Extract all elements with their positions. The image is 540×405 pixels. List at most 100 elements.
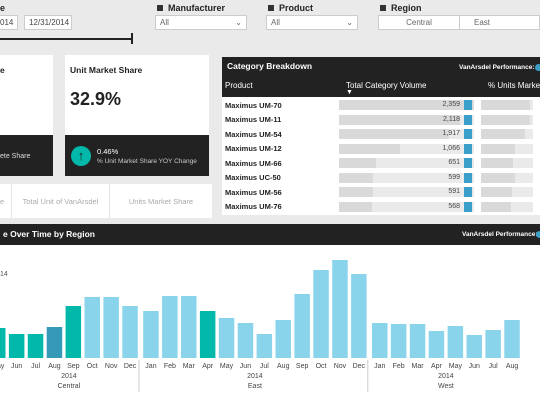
chevron-down-icon: ⌄ — [235, 18, 242, 27]
x-tick-label: Jun — [11, 363, 22, 370]
bar-east-mar — [181, 296, 197, 358]
volume-bar — [339, 129, 449, 140]
x-tick-label: Aug — [277, 363, 290, 370]
yoy-change-label: % Unit Market Share YOY Change — [97, 157, 197, 165]
pct-bar — [481, 100, 531, 111]
x-tick-label: Jul — [260, 363, 269, 370]
performance-dot-icon — [536, 231, 540, 238]
date-end-input[interactable]: 12/31/2014 — [24, 15, 72, 30]
tab-total-unit-vanarsdel[interactable]: Total Unit of VanArsdel — [12, 184, 110, 218]
volume-bar — [339, 100, 474, 111]
column-header-volume[interactable]: Total Category Volume — [346, 81, 427, 90]
x-tick-label: Apr — [431, 363, 443, 370]
x-tick-label: Jul — [489, 363, 498, 370]
table-row[interactable]: Maximus UM-70 2,359 — [222, 98, 540, 113]
category-breakdown-panel: Category Breakdown VanArsdel Performance… — [222, 57, 540, 215]
unit-market-share-value: 32.9% — [70, 89, 122, 109]
performance-marker — [464, 201, 472, 212]
volume-cell: 591 — [339, 187, 474, 198]
bar-west-jan — [372, 323, 388, 358]
volume-cell: 2,118 — [339, 114, 474, 125]
product-square-icon — [268, 5, 274, 11]
x-tick-label: Jun — [469, 363, 480, 370]
volume-bar — [339, 143, 400, 154]
volume-bar — [339, 158, 377, 169]
column-header-product[interactable]: Product — [225, 81, 253, 90]
x-tick-label: Mar — [412, 363, 425, 370]
product-name: Maximus UC-50 — [225, 173, 281, 183]
pct-bar — [481, 201, 512, 212]
table-row[interactable]: Maximus UM-66 651 — [222, 156, 540, 171]
bar-central-aug — [46, 327, 63, 358]
card-partial-title: e — [0, 65, 5, 75]
product-name: Maximus UM-12 — [225, 144, 282, 154]
bar-west-jul — [485, 330, 501, 358]
arrow-up-icon: ↑ — [71, 145, 91, 166]
bar-west-aug — [504, 320, 520, 358]
x-tick-label: Nov — [334, 363, 347, 370]
volume-bar — [339, 114, 461, 125]
bar-central-may — [0, 328, 6, 358]
year-label: 2014 — [247, 373, 263, 380]
sort-desc-icon[interactable]: ▼ — [346, 89, 353, 96]
x-tick-label: Dec — [353, 363, 366, 370]
region-square-icon — [380, 5, 386, 11]
performance-marker — [464, 114, 472, 125]
region-option-central[interactable]: Central — [378, 15, 460, 30]
tab-partial[interactable]: e — [0, 184, 12, 218]
manufacturer-select[interactable]: All ⌄ — [155, 15, 247, 30]
table-row[interactable]: Maximus UC-50 599 — [222, 171, 540, 186]
date-slider-handle[interactable] — [131, 33, 133, 44]
product-select[interactable]: All ⌄ — [266, 15, 358, 30]
performance-marker — [464, 172, 472, 183]
metric-tabs: e Total Unit of VanArsdel Units Market S… — [0, 184, 212, 218]
date-start-input[interactable]: 014 — [0, 15, 18, 30]
pct-cell — [481, 158, 533, 169]
table-row[interactable]: Maximus UM-76 568 — [222, 200, 540, 215]
bar-west-mar — [409, 324, 426, 358]
x-tick-label: Apr — [202, 363, 214, 370]
tab-units-market-share[interactable]: Units Market Share — [128, 196, 194, 206]
bar-west-jun — [466, 335, 482, 358]
pct-bar — [481, 114, 531, 125]
volume-cell: 568 — [339, 201, 474, 212]
x-tick-label: Jan — [145, 363, 156, 370]
volume-value: 2,118 — [443, 115, 460, 123]
chevron-down-icon: ⌄ — [346, 18, 353, 27]
x-tick-label: May — [449, 363, 463, 370]
volume-value: 1,917 — [442, 130, 460, 138]
date-slider-track[interactable] — [0, 38, 132, 40]
bar-central-dec — [122, 306, 138, 358]
category-title: Category Breakdown — [227, 61, 313, 71]
region-slicer: Central East — [378, 15, 540, 30]
region-option-east[interactable]: East — [460, 15, 540, 30]
card-partial: e — [0, 55, 53, 135]
pct-cell — [481, 201, 533, 212]
category-header: Category Breakdown VanArsdel Performance… — [222, 57, 540, 97]
volume-cell: 599 — [339, 172, 474, 183]
unit-market-share-card: Unit Market Share 32.9% — [65, 55, 209, 135]
product-name: Maximus UM-70 — [225, 100, 282, 110]
table-row[interactable]: Maximus UM-12 1,066 — [222, 142, 540, 157]
performance-marker — [464, 143, 472, 154]
volume-value: 1,066 — [442, 144, 460, 152]
product-filter-title: Product — [268, 3, 313, 13]
time-chart-panel: e Over Time by Region VanArsdel Performa… — [0, 224, 540, 405]
product-name: Maximus UM-66 — [225, 158, 282, 168]
bar-east-jul — [256, 334, 273, 358]
bar-east-aug — [275, 320, 291, 358]
table-row[interactable]: Maximus UM-11 2,118 — [222, 113, 540, 128]
bar-central-oct — [84, 297, 100, 358]
card-partial-footer-text: ete Share — [0, 153, 31, 160]
bar-central-jun — [8, 334, 25, 358]
table-row[interactable]: Maximus UM-54 1,917 — [222, 127, 540, 142]
bar-east-dec — [351, 274, 367, 358]
bar-west-apr — [428, 331, 445, 358]
manufacturer-square-icon — [157, 5, 163, 11]
performance-marker — [464, 100, 472, 111]
x-tick-label: May — [0, 363, 5, 370]
column-header-pct[interactable]: % Units Market — [488, 81, 540, 90]
region-filter-title: Region — [380, 3, 422, 13]
table-row[interactable]: Maximus UM-56 591 — [222, 185, 540, 200]
time-chart-header: e Over Time by Region VanArsdel Performa… — [0, 224, 540, 245]
